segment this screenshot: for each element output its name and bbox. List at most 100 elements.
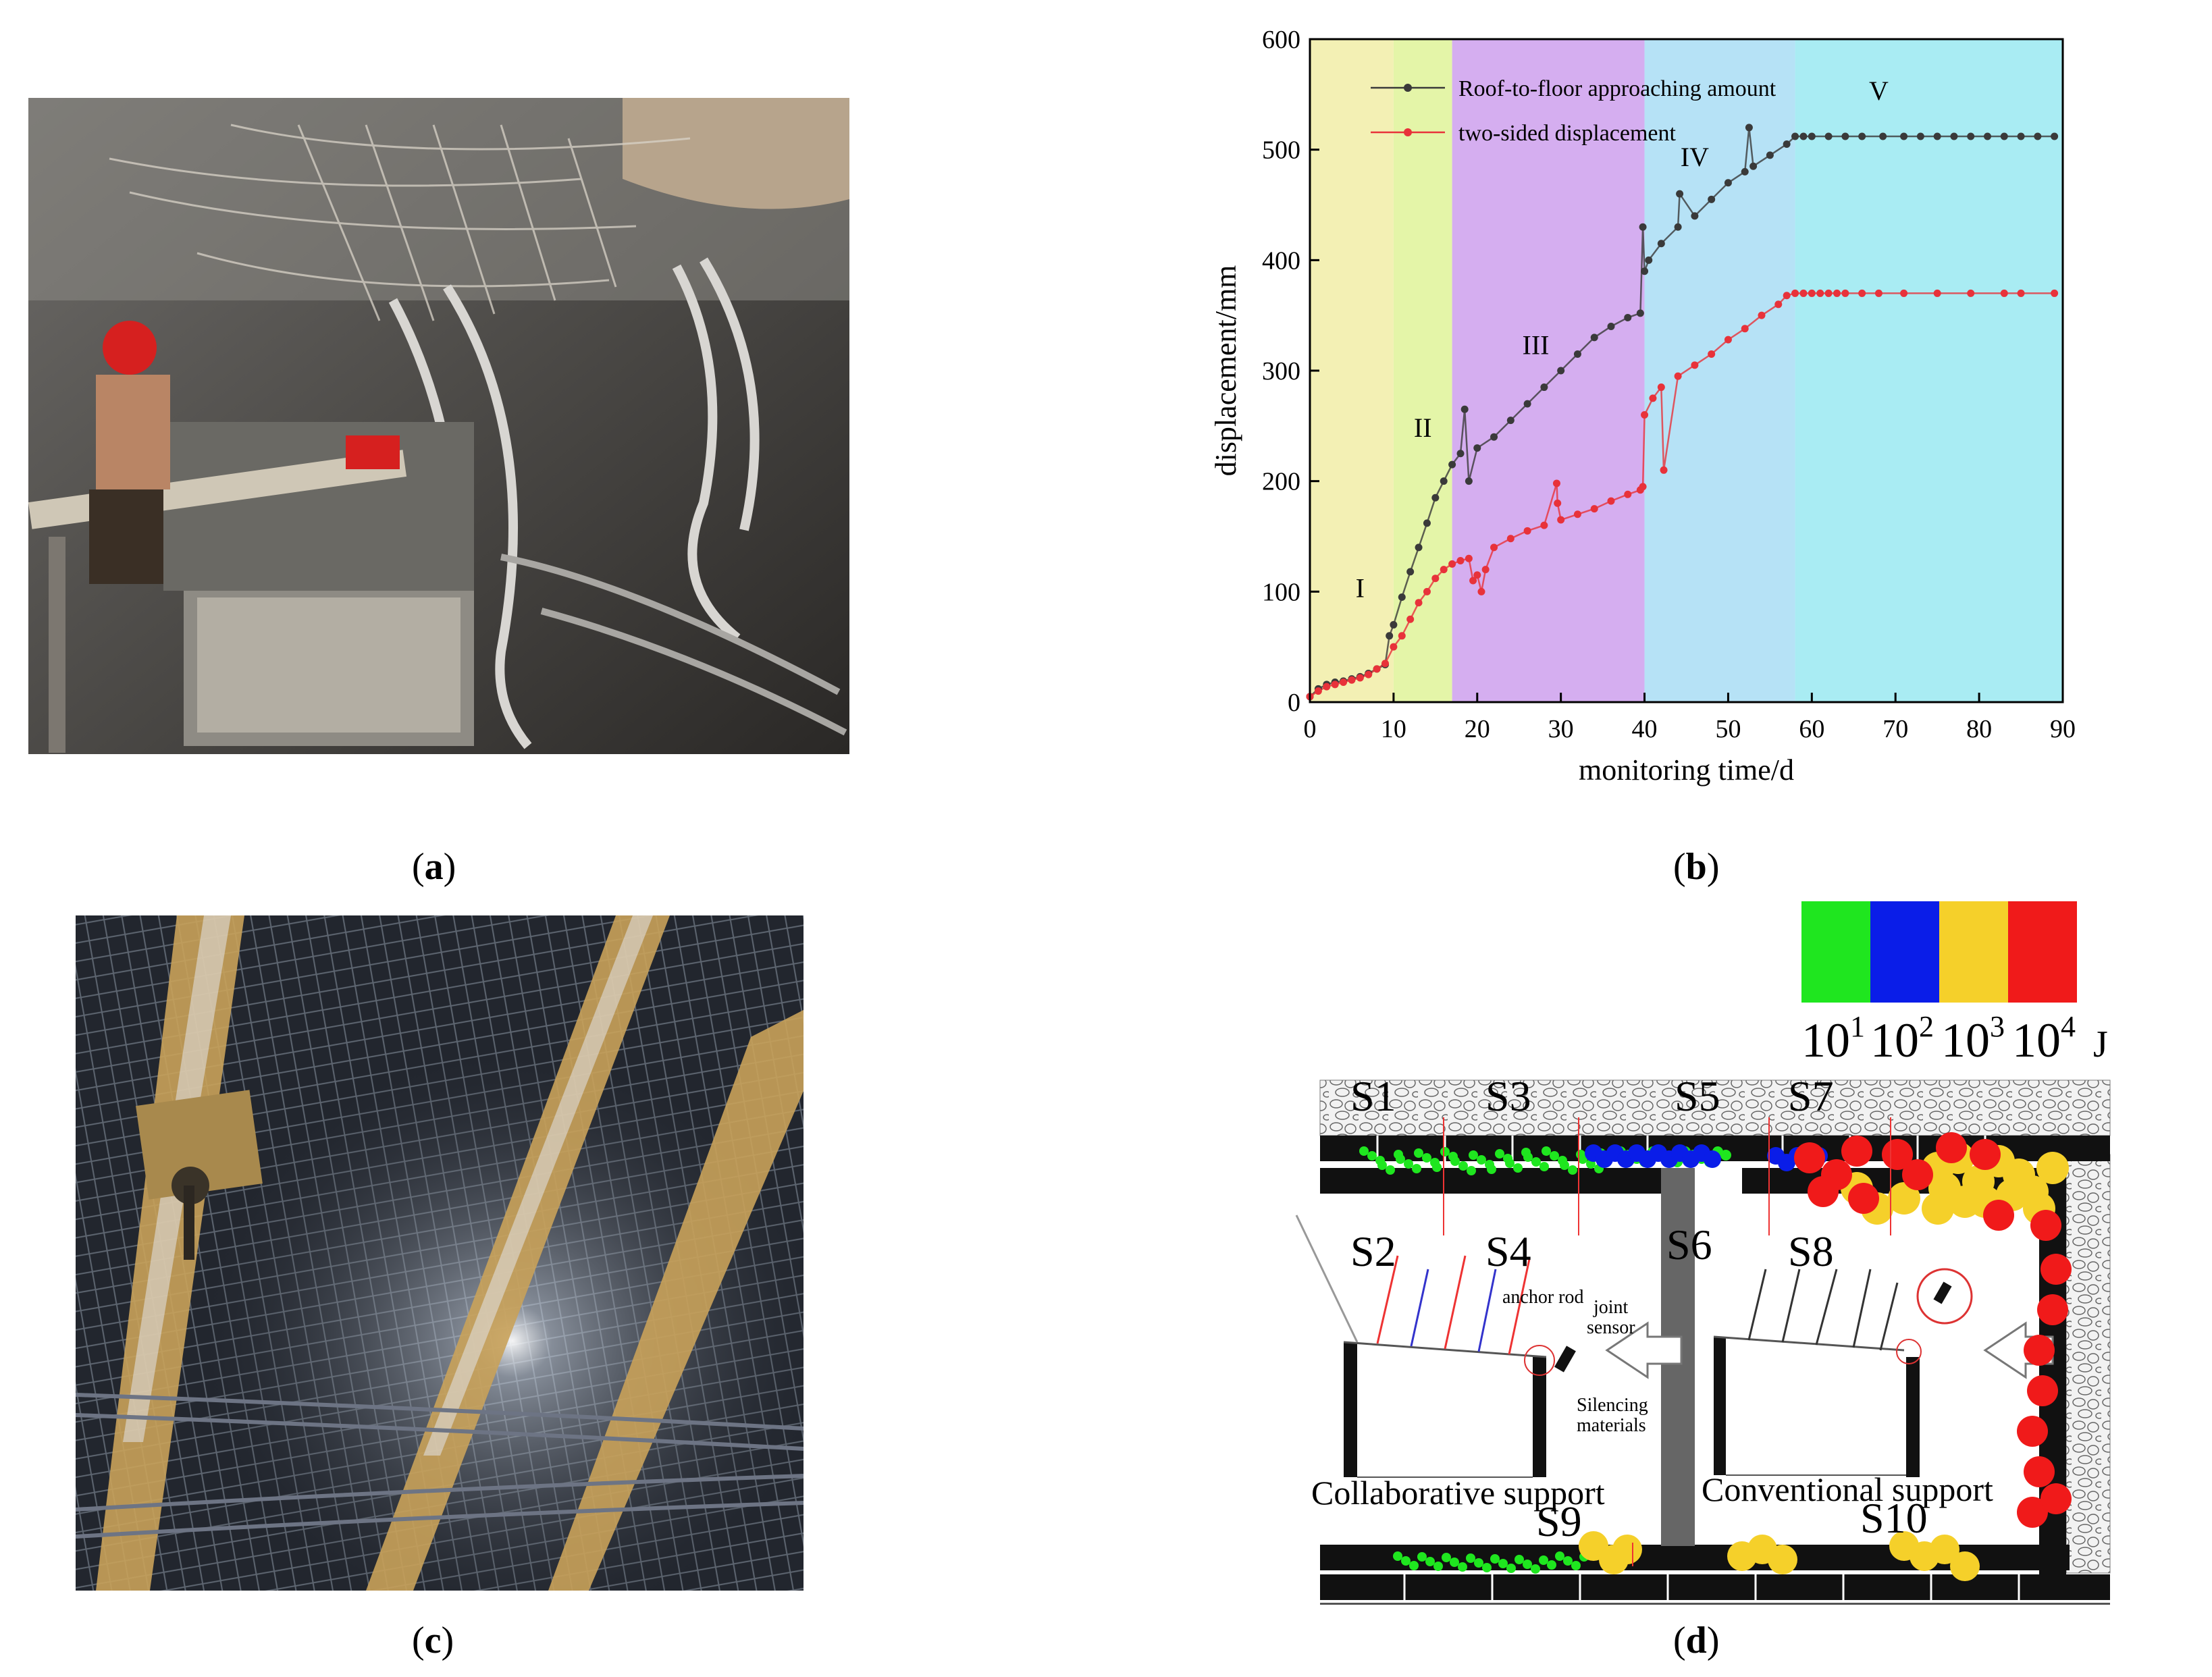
event-dot-green	[1466, 1553, 1475, 1563]
y-tick-label: 500	[1262, 136, 1300, 165]
data-point	[1657, 240, 1665, 248]
event-dot-green	[1442, 1553, 1451, 1562]
label-conventional-support: Conventional support	[1702, 1470, 1993, 1508]
data-point	[1641, 267, 1649, 275]
data-point	[1607, 497, 1615, 505]
x-tick-label: 70	[1882, 715, 1908, 743]
data-point	[1415, 543, 1423, 552]
legend-marker-0	[1404, 84, 1412, 92]
data-point	[1456, 557, 1465, 565]
event-dot-green	[1523, 1152, 1533, 1162]
event-dot-red	[2027, 1375, 2058, 1406]
x-tick-label: 10	[1381, 715, 1406, 743]
data-point	[1465, 477, 1473, 485]
event-dot-red	[2040, 1254, 2072, 1285]
event-dot-green	[1393, 1551, 1402, 1561]
annotation-anchor-rod: anchor rod	[1502, 1287, 1584, 1308]
data-point	[1398, 632, 1406, 640]
sensor-label-s7: S7	[1788, 1072, 1834, 1120]
caption-c: (c)	[412, 1620, 454, 1661]
event-dot-green	[1386, 1165, 1395, 1175]
event-dot-green	[1563, 1556, 1573, 1566]
data-point	[1448, 560, 1456, 568]
x-tick-label: 40	[1632, 715, 1658, 743]
data-point	[1590, 505, 1598, 513]
photo-c-roadway-support	[76, 915, 804, 1591]
event-dot-yellow	[1930, 1535, 1959, 1564]
event-dot-red	[1936, 1132, 1967, 1163]
data-point	[1799, 132, 1808, 140]
data-point	[1766, 151, 1774, 159]
event-dot-red	[2037, 1294, 2068, 1325]
data-point	[1691, 212, 1699, 220]
data-point	[1540, 521, 1548, 529]
data-point	[1900, 289, 1908, 297]
data-point	[1552, 479, 1560, 487]
caption-d: (d)	[1673, 1620, 1720, 1661]
data-point	[1406, 568, 1415, 576]
event-dot-blue	[1704, 1150, 1721, 1168]
chart-axes: 0 10 20 30 40 50 60 70 80 90 0 100 200 300 400 500 600 mo…	[1209, 26, 2076, 787]
scale-label-4: 104	[2012, 1010, 2076, 1067]
event-dot-green	[1422, 1153, 1431, 1163]
sensor-label-s5: S5	[1675, 1072, 1720, 1120]
data-point	[1783, 292, 1791, 300]
legend-label-1: two-sided displacement	[1458, 121, 1677, 146]
event-dot-green	[1477, 1155, 1486, 1165]
sensor-label-s8: S8	[1788, 1227, 1834, 1275]
data-point	[1950, 132, 1958, 140]
data-point	[1741, 325, 1749, 333]
data-point	[1624, 490, 1632, 498]
data-point	[1381, 660, 1389, 668]
data-point	[1841, 132, 1849, 140]
event-dot-green	[1467, 1166, 1476, 1175]
data-point	[1465, 554, 1473, 562]
legend-marker-1	[1404, 128, 1412, 136]
data-point	[1791, 132, 1799, 140]
data-point	[1390, 643, 1398, 651]
chart-legend: Roof-to-floor approaching amount two-side…	[1371, 76, 1776, 146]
data-point	[1540, 383, 1548, 392]
data-point	[1639, 223, 1647, 231]
legend-label-0: Roof-to-floor approaching amount	[1458, 76, 1776, 101]
event-dot-green	[1433, 1562, 1443, 1571]
event-dot-green	[1547, 1560, 1556, 1570]
microseismic-events	[1359, 1132, 2072, 1581]
data-point	[1691, 361, 1699, 369]
event-dot-green	[1571, 1561, 1581, 1570]
data-point	[1331, 681, 1339, 689]
data-point	[1641, 410, 1649, 419]
data-point	[1649, 394, 1657, 402]
event-dot-yellow	[1612, 1535, 1642, 1564]
event-dot-green	[1506, 1564, 1516, 1573]
y-tick-label: 100	[1262, 578, 1300, 606]
event-dot-green	[1404, 1159, 1413, 1169]
event-dot-green	[1578, 1154, 1587, 1164]
data-point	[1791, 289, 1799, 297]
data-point	[1741, 167, 1749, 176]
event-dot-green	[1458, 1161, 1468, 1171]
data-point	[1607, 323, 1615, 331]
photo-c-illustration	[76, 915, 804, 1591]
event-dot-green	[1531, 1564, 1540, 1574]
data-point	[1590, 334, 1598, 342]
event-dot-green	[1450, 1156, 1460, 1166]
data-point	[1645, 256, 1653, 264]
data-point	[1386, 632, 1394, 640]
data-point	[1660, 466, 1668, 474]
event-dot-green	[1555, 1551, 1564, 1561]
annotation-sensor: sensor	[1587, 1317, 1635, 1338]
data-point	[1724, 336, 1732, 344]
event-dot-green	[1487, 1165, 1496, 1174]
data-point	[1431, 575, 1440, 583]
event-dot-green	[1515, 1555, 1524, 1564]
data-point	[2051, 132, 2059, 140]
y-tick-label: 400	[1262, 246, 1300, 275]
data-point	[2034, 132, 2042, 140]
data-point	[1799, 289, 1808, 297]
event-dot-green	[1550, 1151, 1559, 1161]
data-point	[1456, 450, 1465, 458]
data-point	[1808, 132, 1816, 140]
